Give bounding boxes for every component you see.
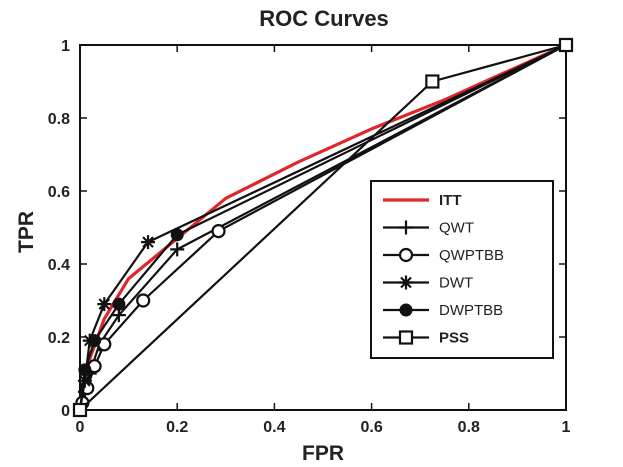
legend-marker-qwt xyxy=(399,220,413,235)
y-tick-label: 0.2 xyxy=(48,330,70,347)
point-dwt xyxy=(77,373,92,388)
point-pss xyxy=(72,402,88,418)
legend-label-dwptbb: DWPTBB xyxy=(439,302,503,319)
y-tick-label: 0.6 xyxy=(48,184,70,201)
point-dwptbb xyxy=(170,228,184,242)
legend-label-pss: PSS xyxy=(439,330,469,347)
y-tick-label: 0.4 xyxy=(48,257,70,274)
point-pss xyxy=(558,37,574,53)
legend-label-qwt: QWT xyxy=(439,220,474,237)
legend-label-itt: ITT xyxy=(439,192,462,209)
y-tick-label: 0.8 xyxy=(48,111,70,128)
legend-marker-dwptbb xyxy=(399,303,413,317)
legend-marker-qwptbb xyxy=(398,247,414,263)
legend-marker-pss xyxy=(398,330,414,345)
point-pss xyxy=(425,74,440,89)
point-dwt xyxy=(141,235,156,250)
series-pss xyxy=(72,37,574,418)
plot-area-frame xyxy=(79,44,567,411)
point-dwt xyxy=(97,297,112,312)
legend-label-dwt: DWT xyxy=(439,275,473,292)
point-qwptbb xyxy=(136,293,151,308)
legend-label-qwptbb: QWPTBB xyxy=(439,247,504,264)
x-tick-label: 0.2 xyxy=(166,419,188,436)
point-qwptbb xyxy=(211,224,226,239)
legend-marker-dwt xyxy=(399,275,413,290)
point-dwptbb xyxy=(78,363,92,377)
x-tick-label: 1 xyxy=(562,419,571,436)
x-tick-label: 0.6 xyxy=(360,419,382,436)
point-dwptbb xyxy=(88,334,102,348)
legend-box xyxy=(370,180,554,359)
x-tick-label: 0.4 xyxy=(263,419,285,436)
point-qwt xyxy=(170,242,185,257)
x-axis-label: FPR xyxy=(302,442,344,465)
series-line-dwptbb xyxy=(78,44,567,411)
chart-title: ROC Curves xyxy=(259,6,389,31)
y-tick-label: 1 xyxy=(61,38,70,55)
y-tick-label: 0 xyxy=(61,403,70,420)
x-tick-label: 0.8 xyxy=(458,419,480,436)
x-tick-label: 0 xyxy=(76,419,85,436)
y-axis-label: TPR xyxy=(15,211,38,253)
point-dwptbb xyxy=(112,297,126,311)
